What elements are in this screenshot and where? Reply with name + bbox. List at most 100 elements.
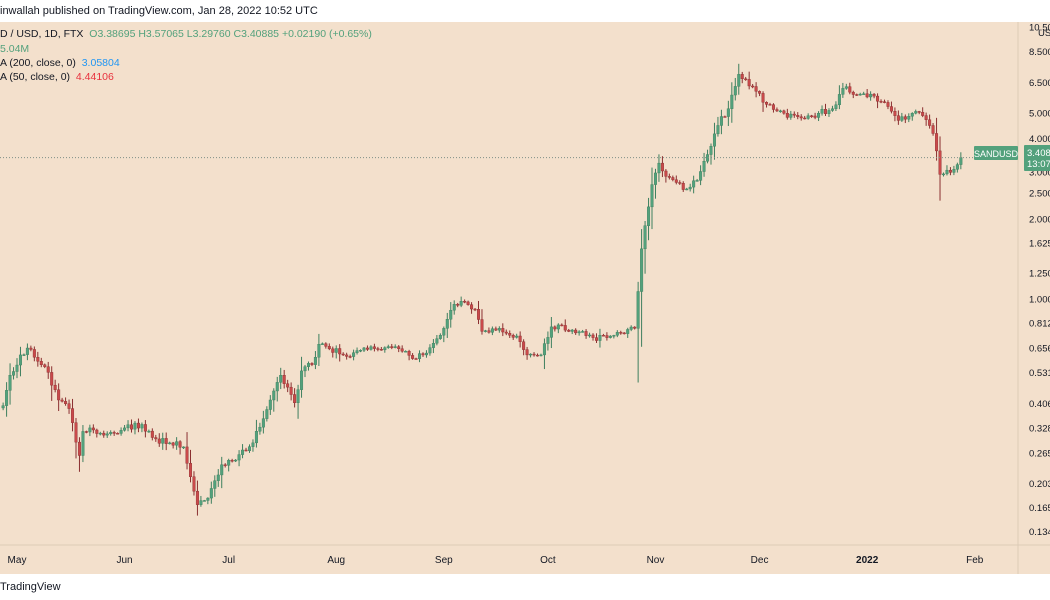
candle-body — [931, 125, 935, 134]
candle-body — [251, 442, 255, 447]
candle-body — [723, 116, 727, 118]
candle-body — [681, 183, 685, 190]
time-scale-label: Jul — [222, 555, 235, 566]
price-scale-label: 6.500 — [1029, 78, 1050, 89]
last-price-tag: 3.408 — [1027, 148, 1050, 159]
candle-body — [279, 375, 283, 383]
price-axis-background — [1018, 22, 1050, 574]
candle-body — [119, 430, 123, 434]
candle-body — [282, 375, 286, 384]
candle-body — [164, 438, 168, 444]
symbol-legend[interactable]: D / USD, 1D, FTX O3.38695 H3.57065 L3.29… — [0, 28, 372, 40]
candle-body — [71, 408, 75, 423]
volume-legend[interactable]: 5.04M — [0, 43, 29, 55]
candle-body — [848, 86, 852, 93]
candle-body — [372, 346, 376, 349]
candle-body — [889, 106, 893, 112]
candle-body — [424, 352, 428, 356]
candle-body — [709, 146, 713, 155]
candle-body — [418, 353, 422, 359]
candle-body — [50, 372, 54, 386]
candle-body — [352, 352, 356, 357]
candle-body — [178, 441, 182, 448]
candle-body — [265, 409, 269, 419]
candle-body — [702, 161, 706, 172]
candle-body — [223, 464, 227, 466]
time-axis-background — [0, 545, 1018, 574]
price-scale-currency: US — [1038, 28, 1050, 39]
candle-body — [820, 109, 824, 114]
candle-body — [865, 93, 869, 98]
candle-body — [480, 319, 484, 332]
candle-body — [140, 424, 144, 429]
publisher-line: inwallah published on TradingView.com, J… — [0, 5, 318, 17]
candle-body — [286, 383, 290, 388]
candle-body — [171, 442, 175, 446]
candle-body — [404, 350, 408, 353]
candle-body — [81, 431, 85, 456]
candle-body — [303, 366, 307, 372]
candle-body — [647, 206, 651, 226]
candle-body — [230, 460, 234, 462]
candle-body — [77, 441, 81, 456]
candle-body — [338, 348, 342, 355]
candle-body — [529, 353, 533, 356]
candle-body — [133, 422, 137, 430]
candle-body — [699, 171, 703, 181]
candle-body — [560, 324, 564, 327]
candle-body — [442, 328, 446, 336]
candle-body — [768, 104, 772, 106]
candle-body — [275, 382, 279, 392]
candle-body — [397, 346, 401, 349]
price-scale-label: 10.50 — [1029, 22, 1050, 33]
candle-body — [91, 427, 95, 431]
candle-body — [60, 399, 64, 402]
price-scale-label: 1.625 — [1029, 238, 1050, 249]
publish-header: inwallah published on TradingView.com, J… — [0, 0, 1050, 22]
candle-body — [8, 375, 12, 391]
time-scale-label: 2022 — [856, 555, 879, 566]
time-scale[interactable]: May Jun Jul Aug Sep Oct Nov Dec 2022 Feb — [8, 555, 984, 566]
candle-body — [935, 133, 939, 152]
ma50-legend[interactable]: A (50, close, 0) 4.44106 — [0, 71, 114, 83]
candle-body — [761, 93, 765, 103]
candle-body — [369, 346, 373, 350]
candle-body — [653, 172, 657, 185]
candle-body — [289, 386, 293, 395]
candle-body — [827, 110, 831, 114]
symbol-tag: SANDUSD — [974, 149, 1019, 159]
candle-body — [657, 162, 661, 174]
chart-pane-background — [0, 22, 1018, 545]
candle-body — [463, 301, 467, 303]
candle-body — [712, 133, 716, 147]
candle-body — [570, 329, 574, 332]
candle-body — [536, 354, 540, 357]
candle-body — [619, 332, 623, 334]
candle-body — [195, 490, 199, 505]
candle-body — [359, 350, 363, 352]
price-tags: SANDUSD 3.408 13:07 — [974, 145, 1050, 171]
candle-body — [25, 347, 29, 355]
candle-body — [858, 93, 862, 96]
candle-body — [903, 116, 907, 120]
candle-body — [411, 355, 415, 359]
candle-body — [837, 94, 841, 106]
candle-body — [15, 364, 19, 372]
candle-body — [334, 348, 338, 353]
candle-body — [664, 170, 668, 177]
candle-body — [730, 94, 734, 109]
candle-body — [921, 112, 925, 116]
candle-body — [449, 309, 453, 320]
candle-body — [483, 330, 487, 332]
candle-body — [136, 422, 140, 429]
candle-body — [355, 350, 359, 353]
ma200-legend[interactable]: A (200, close, 0) 3.05804 — [0, 57, 120, 69]
price-scale[interactable]: US 10.50 8.500 6.500 5.000 4.000 3.000 2.500 2.… — [1029, 22, 1050, 538]
candle-body — [490, 328, 494, 333]
candle-body — [824, 109, 828, 114]
candle-body — [796, 115, 800, 117]
candle-body — [948, 169, 952, 173]
time-scale-label: Jun — [117, 555, 133, 566]
candles-layer — [1, 63, 963, 516]
